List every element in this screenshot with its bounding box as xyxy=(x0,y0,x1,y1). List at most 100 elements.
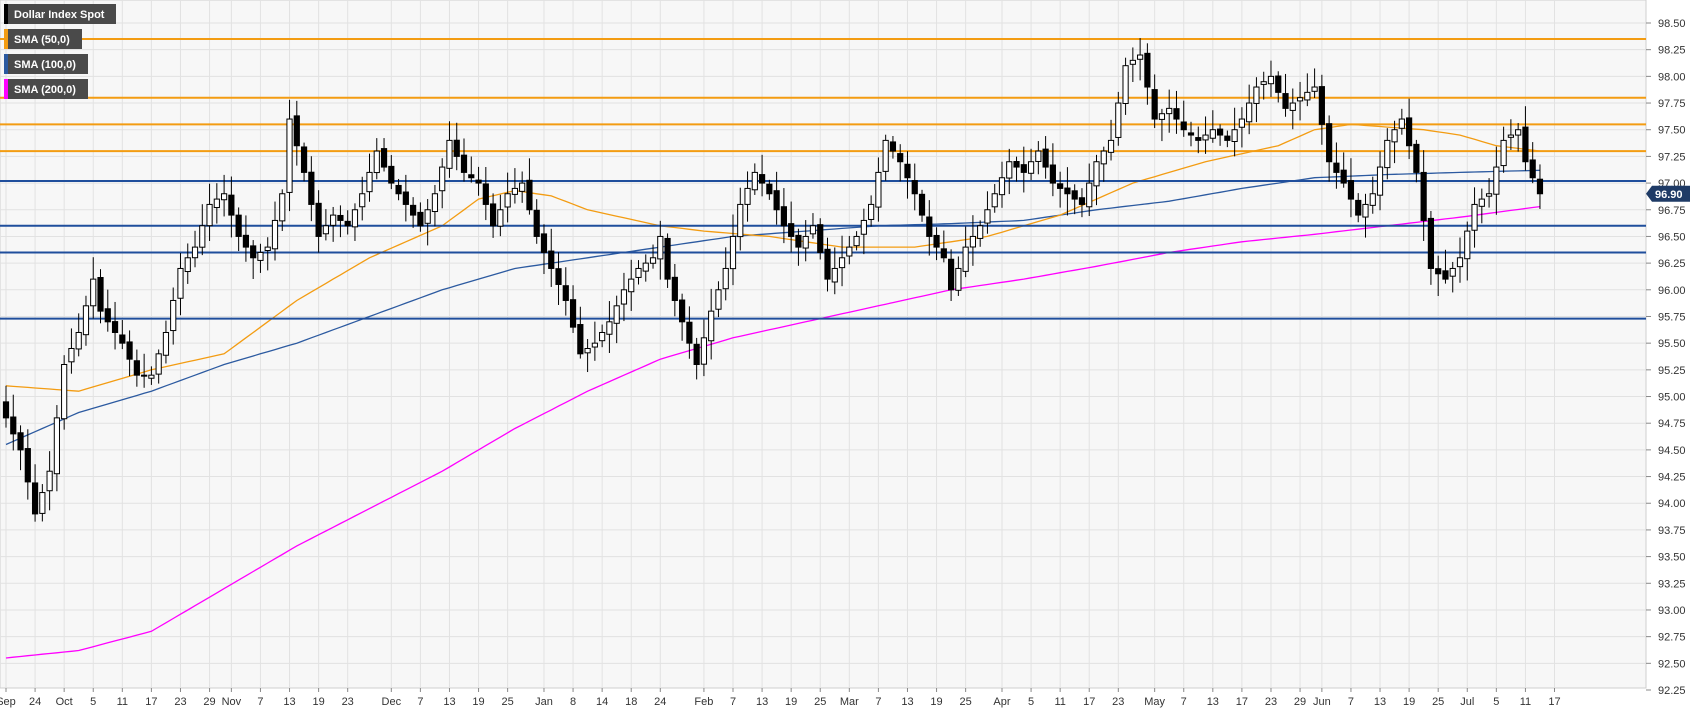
x-tick-label: 17 xyxy=(145,696,157,708)
candle xyxy=(591,321,598,361)
candle-body-bullish xyxy=(729,235,737,270)
candle xyxy=(1049,143,1056,197)
x-tick-label: 13 xyxy=(1207,696,1219,708)
candle-body-bearish xyxy=(482,183,489,205)
y-tick-label: 94.50 xyxy=(1658,445,1686,457)
candle-body-bullish xyxy=(984,209,991,224)
candle xyxy=(846,235,853,265)
candle xyxy=(1507,119,1514,150)
candle xyxy=(1529,142,1536,184)
candle xyxy=(2,385,10,428)
candle xyxy=(1289,88,1296,130)
candle-body-bullish xyxy=(221,193,228,201)
candle-body-bullish xyxy=(977,225,984,239)
candle xyxy=(257,243,264,273)
candle xyxy=(868,195,875,227)
candle-body-bearish xyxy=(17,432,24,451)
candle xyxy=(111,301,119,350)
candle xyxy=(722,247,729,301)
candle-body-bearish xyxy=(548,250,555,269)
candle-body-bullish xyxy=(1398,118,1405,129)
candle xyxy=(402,174,409,222)
candle-body-bullish xyxy=(955,267,962,291)
candle-body-bullish xyxy=(1238,118,1246,128)
candle xyxy=(322,209,329,241)
candle xyxy=(1144,43,1151,105)
y-tick-label: 94.75 xyxy=(1658,418,1686,430)
y-tick-label: 96.25 xyxy=(1658,258,1686,270)
x-tick-label: 25 xyxy=(502,696,514,708)
candle xyxy=(1013,156,1020,182)
candle xyxy=(642,254,649,282)
candle-body-bullish xyxy=(366,171,373,193)
candle-body-bearish xyxy=(337,214,344,221)
candle-body-bullish xyxy=(809,225,817,235)
candle-body-bearish xyxy=(1078,197,1086,205)
candle xyxy=(955,256,962,296)
candle-body-bearish xyxy=(911,180,918,195)
candle xyxy=(569,285,577,333)
x-tick-label: 5 xyxy=(1028,696,1034,708)
legend-label: SMA (200,0) xyxy=(14,84,76,96)
candle xyxy=(162,320,170,364)
candle xyxy=(300,142,308,182)
x-tick-label: 5 xyxy=(1493,696,1499,708)
last-price-tag xyxy=(1646,185,1690,202)
candle-body-bullish xyxy=(620,289,628,305)
candle-body-bearish xyxy=(111,321,119,333)
candle xyxy=(657,220,664,280)
candle xyxy=(1187,121,1195,147)
candle xyxy=(1129,47,1136,83)
candle xyxy=(1078,188,1086,218)
x-tick-label: 19 xyxy=(930,696,942,708)
candle xyxy=(1107,119,1115,161)
candle xyxy=(519,171,526,203)
candle-body-bullish xyxy=(213,198,220,209)
candle-body-bearish xyxy=(671,276,678,301)
legend-item: SMA (100,0) xyxy=(4,54,88,74)
x-tick-label: Jul xyxy=(1460,696,1474,708)
candle-body-bearish xyxy=(97,277,104,312)
candle-body-bullish xyxy=(846,246,853,257)
candle-body-bullish xyxy=(1304,91,1311,101)
x-tick-label: 13 xyxy=(756,696,768,708)
candle xyxy=(446,121,453,178)
x-tick-label: 7 xyxy=(875,696,881,708)
x-tick-label: 13 xyxy=(443,696,455,708)
candle-body-bullish xyxy=(628,278,635,293)
candle xyxy=(1311,68,1318,98)
candle xyxy=(97,269,104,324)
candle-body-bearish xyxy=(1187,132,1195,136)
candle-body-bullish xyxy=(271,219,279,250)
candle xyxy=(351,203,359,241)
candle xyxy=(439,158,446,209)
candle xyxy=(1456,237,1464,283)
x-tick-label: May xyxy=(1144,696,1165,708)
candle-body-bearish xyxy=(773,190,780,211)
candle-body-bullish xyxy=(1086,182,1093,208)
candle-body-bearish xyxy=(788,223,795,237)
candle-body-bullish xyxy=(90,278,97,307)
candle-body-bearish xyxy=(1282,93,1289,109)
candle-body-bullish xyxy=(1289,102,1296,111)
candle xyxy=(453,122,460,171)
candle xyxy=(809,213,817,239)
candle-body-bullish xyxy=(1493,166,1500,195)
candle xyxy=(1137,38,1144,81)
x-tick-label: Apr xyxy=(993,696,1010,708)
candle xyxy=(337,205,344,238)
y-tick-label: 98.50 xyxy=(1658,18,1686,30)
candle xyxy=(969,215,977,266)
candle-body-bullish xyxy=(1515,129,1522,136)
candle xyxy=(664,233,671,288)
candle-body-bearish xyxy=(395,184,402,195)
candle-body-bearish xyxy=(526,179,533,211)
candle xyxy=(293,100,300,166)
candle xyxy=(875,157,882,222)
candle xyxy=(359,176,366,221)
x-tick-label: 24 xyxy=(29,696,41,708)
x-tick-label: 23 xyxy=(174,696,186,708)
x-axis: Sep 24 Oct 5 11 17 23 29 Nov 7 13 19 23 Dec 7 13 19 25 Jan… xyxy=(0,688,1561,708)
candle xyxy=(39,484,46,522)
